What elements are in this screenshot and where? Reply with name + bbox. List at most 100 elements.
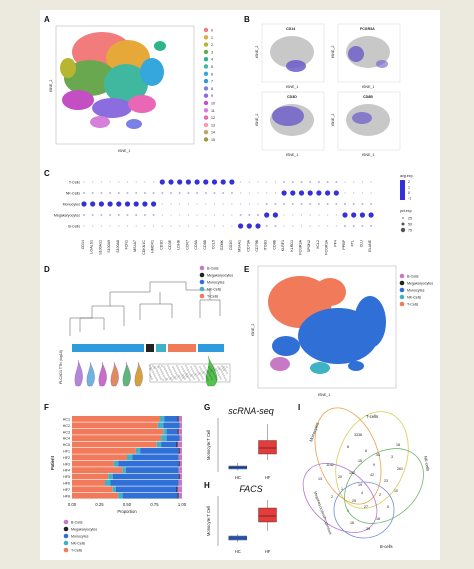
stacked-bar-segment <box>127 454 133 461</box>
dotplot-dot <box>153 181 155 183</box>
expression-point <box>223 375 225 377</box>
stacked-bar-segment <box>118 492 123 499</box>
venn-count: 5 <box>387 505 389 509</box>
expression-point <box>153 373 155 375</box>
expression-point <box>207 379 209 381</box>
panel-d-ylabel: PLCXD1 TTN (log10) <box>59 350 63 384</box>
dotplot-dot <box>126 181 129 183</box>
expression-point <box>198 379 200 381</box>
dotplot-dot <box>351 212 357 218</box>
expression-point <box>177 367 179 369</box>
dotplot-dot <box>92 181 94 183</box>
expression-point <box>164 368 166 370</box>
avg-exp-tick: 1 <box>408 186 410 190</box>
legend-swatch <box>63 533 69 539</box>
legend-label: 7 <box>211 80 213 84</box>
patient-label: HF2 <box>63 456 70 460</box>
dotplot-dot <box>135 225 137 227</box>
pct-exp-tick: 75 <box>408 229 412 233</box>
legend-label: Monocytes <box>71 535 89 539</box>
panel-a-tsne: tSNE_1 tSNE_2 <box>49 25 195 153</box>
expression-point <box>185 374 187 376</box>
venn-set-label: T-cells <box>366 414 378 419</box>
dotplot-dot <box>213 225 216 227</box>
legend-label: 9 <box>211 94 213 98</box>
dotplot-dot <box>248 181 250 183</box>
dotplot-dot <box>265 203 268 205</box>
expression-point <box>151 369 153 371</box>
dotplot-dot <box>300 181 303 183</box>
dotplot-dot <box>352 203 355 205</box>
pct-exp-tick: 25 <box>408 217 412 221</box>
stacked-bar-segment <box>72 428 164 435</box>
dotplot-gene-label: LDHB <box>177 239 181 249</box>
dotplot-dot <box>265 225 268 227</box>
dotplot-dot <box>274 181 276 183</box>
dotplot-dot <box>309 225 311 227</box>
stacked-bar-segment <box>157 422 164 429</box>
expression-point <box>182 368 184 370</box>
stacked-bar-segment <box>178 416 182 422</box>
stacked-bar-segment <box>176 486 178 493</box>
x-tick-label: 0.50 <box>123 502 132 507</box>
stacked-bar-segment <box>72 467 123 473</box>
expression-point <box>166 372 168 374</box>
expression-point <box>173 368 175 370</box>
expression-point <box>186 367 188 369</box>
dotplot-dot <box>109 181 111 183</box>
dotplot-gene-label: PPBP <box>342 239 346 249</box>
dotplot-dot <box>205 203 207 205</box>
dotplot-dot <box>83 225 85 227</box>
venn-count: 18 <box>396 443 400 447</box>
expression-point <box>196 369 198 371</box>
expression-point <box>212 365 214 367</box>
dotplot-dot <box>144 181 146 183</box>
legend-swatch <box>63 526 69 532</box>
stacked-bar-segment <box>166 428 178 435</box>
panel-b-xlabel: tSNE_1 <box>362 153 374 157</box>
legend-swatch <box>203 42 209 47</box>
dotplot-gene-label: FCN1 <box>125 240 129 249</box>
expression-point <box>186 373 188 375</box>
venn-count: 20 <box>338 475 342 479</box>
legend-label: 1 <box>211 36 213 40</box>
stacked-bar-segment <box>108 473 113 480</box>
legend-swatch <box>203 93 209 98</box>
stacked-bar-segment <box>178 460 180 467</box>
dotplot-dot <box>229 179 235 185</box>
dotplot-dot <box>361 203 364 205</box>
expression-point <box>152 371 154 373</box>
dotplot-dot <box>281 190 287 196</box>
dotplot-dot <box>222 214 224 216</box>
dotplot-dot <box>116 201 122 207</box>
expression-point <box>175 372 177 374</box>
legend-label: B-Cells <box>207 267 219 271</box>
expression-point <box>167 365 169 367</box>
dotplot-dot <box>168 179 174 185</box>
legend-label: 2 <box>211 43 213 47</box>
patient-label: HF5 <box>63 475 70 479</box>
expression-point <box>208 372 210 374</box>
expression-point <box>181 375 183 377</box>
venn-count: 3 <box>391 455 393 459</box>
legend-label: B-Cells <box>407 275 419 279</box>
stacked-bar-segment <box>113 460 119 467</box>
legend-label: B-Cells <box>71 521 83 525</box>
dotplot-dot <box>109 192 112 194</box>
expression-point <box>155 377 157 379</box>
dotplot-gene-label: SPON2 <box>307 240 311 252</box>
stacked-bar-segment <box>112 486 116 493</box>
expression-point <box>215 368 217 370</box>
dotplot-gene-label: PF4 <box>333 240 337 247</box>
dotplot-gene-label: XCL2 <box>316 240 320 249</box>
patient-label: HC1 <box>63 418 70 422</box>
expression-point <box>180 373 182 375</box>
expression-point <box>175 378 177 380</box>
dotplot-gene-label: MS4A7 <box>133 240 137 252</box>
dotplot-dot <box>170 214 172 216</box>
dotplot-dot <box>248 214 251 216</box>
legend-swatch <box>203 49 209 55</box>
stacked-bar-segment <box>122 492 178 499</box>
expression-point <box>165 379 167 381</box>
expression-point <box>171 373 173 375</box>
